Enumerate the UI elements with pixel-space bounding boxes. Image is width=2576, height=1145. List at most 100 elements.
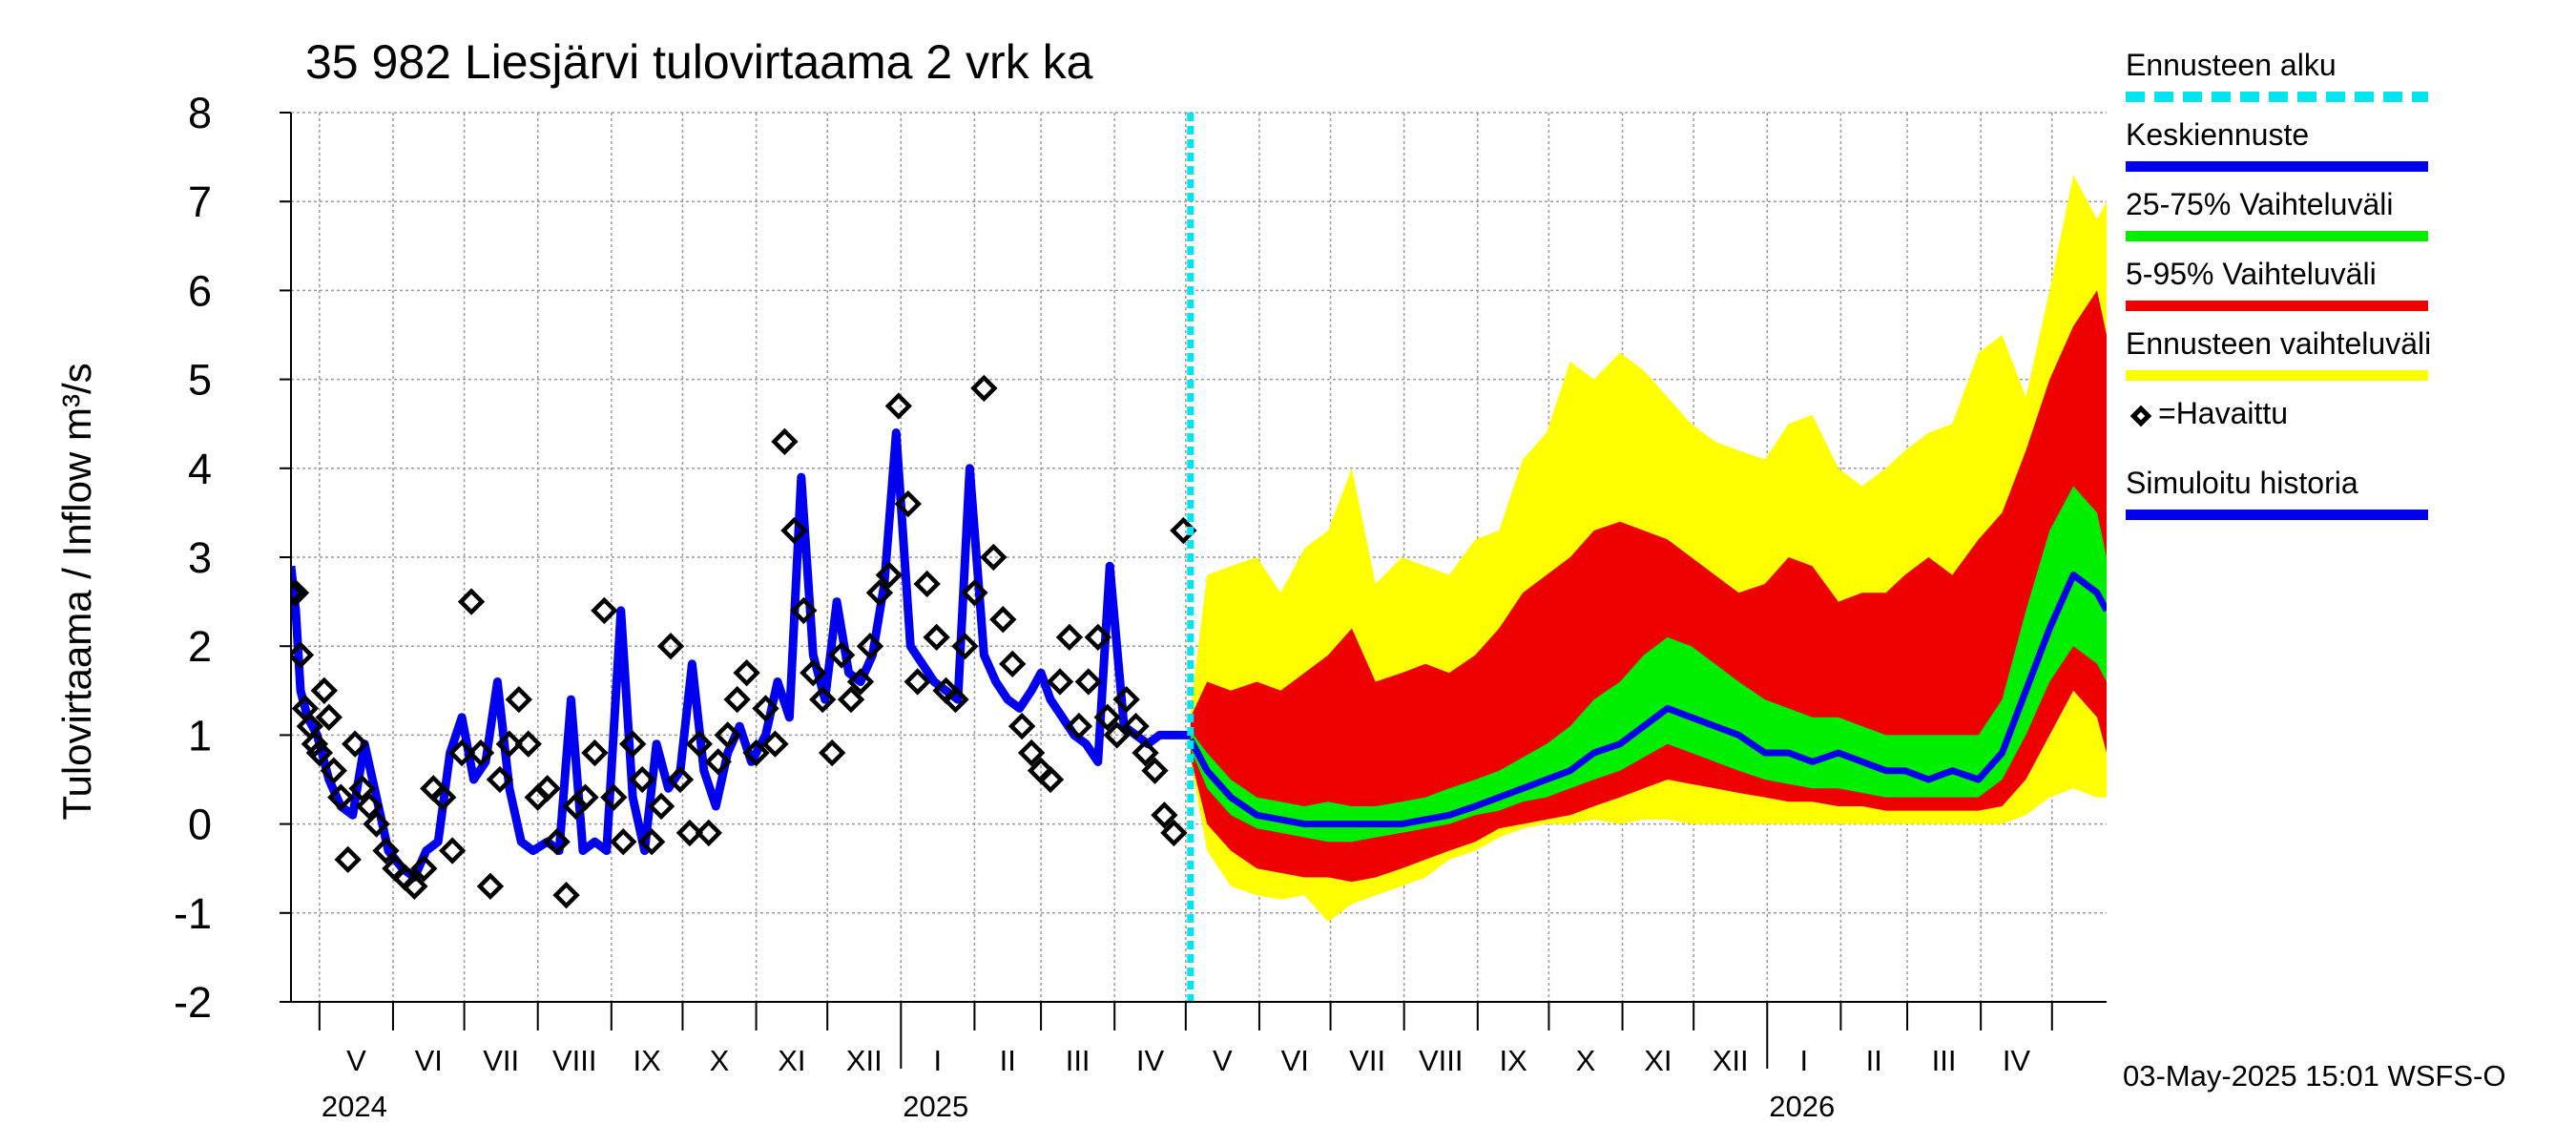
observed-point bbox=[894, 489, 922, 518]
legend-label-forecast-start: Ennusteen alku bbox=[2126, 48, 2337, 82]
legend-item-p25-75: 25-75% Vaihteluväli bbox=[2123, 187, 2438, 257]
x-month-label: VI bbox=[1281, 1044, 1309, 1077]
legend-swatch-p25-75 bbox=[2126, 231, 2428, 241]
x-month-label: X bbox=[710, 1044, 730, 1077]
x-month-label: XII bbox=[1713, 1044, 1749, 1077]
x-month-label: V bbox=[346, 1044, 366, 1077]
observed-point bbox=[761, 730, 789, 758]
y-tick-label: 7 bbox=[188, 177, 212, 226]
observed-point bbox=[1055, 623, 1084, 652]
observed-point bbox=[1008, 712, 1036, 740]
x-month-label: VII bbox=[1349, 1044, 1385, 1077]
observed-point bbox=[771, 427, 799, 456]
observed-point bbox=[315, 703, 343, 731]
observed-point bbox=[904, 668, 931, 696]
diamond-icon bbox=[2129, 405, 2152, 427]
legend-label-simulated: Simuloitu historia bbox=[2126, 466, 2358, 500]
observed-point bbox=[1122, 712, 1150, 740]
observed-point bbox=[291, 579, 305, 607]
observed-point bbox=[619, 730, 647, 758]
observed-point bbox=[372, 837, 400, 864]
x-year-label: 2026 bbox=[1769, 1090, 1835, 1123]
x-month-label: IX bbox=[633, 1044, 661, 1077]
plot-content bbox=[291, 175, 2107, 923]
observed-point bbox=[884, 392, 913, 420]
x-month-label: VII bbox=[483, 1044, 519, 1077]
observed-point bbox=[800, 658, 827, 687]
legend-label-forecast-range: Ennusteen vaihteluväli bbox=[2126, 326, 2432, 361]
observed-point bbox=[429, 783, 457, 811]
x-month-label: I bbox=[934, 1044, 943, 1077]
observed-point bbox=[341, 730, 369, 758]
observed-point bbox=[486, 765, 514, 794]
observed-point bbox=[656, 633, 685, 660]
observed-point bbox=[704, 748, 732, 776]
observed-point bbox=[1084, 623, 1111, 652]
y-axis-label: Tulovirtaama / Inflow m³/s bbox=[54, 363, 99, 820]
x-month-label: XII bbox=[846, 1044, 883, 1077]
observed-point bbox=[591, 596, 618, 625]
observed-point bbox=[1017, 739, 1046, 767]
observed-point bbox=[1103, 721, 1131, 749]
observed-point bbox=[827, 641, 856, 669]
observed-point bbox=[970, 374, 998, 403]
x-month-label: III bbox=[1932, 1044, 1957, 1077]
x-month-label: IX bbox=[1499, 1044, 1527, 1077]
observed-point bbox=[951, 633, 979, 660]
y-tick-label: 3 bbox=[188, 533, 212, 582]
legend-label-p5-95: 5-95% Vaihteluväli bbox=[2126, 257, 2377, 291]
forecast-p25-75-band bbox=[1190, 486, 2107, 843]
legend-label-p25-75: 25-75% Vaihteluväli bbox=[2126, 187, 2394, 221]
observed-point bbox=[1141, 757, 1169, 784]
observed-point bbox=[457, 588, 486, 615]
observed-point bbox=[467, 739, 495, 767]
legend-label-observed: =Havaittu bbox=[2158, 396, 2289, 430]
observed-point bbox=[647, 792, 675, 821]
observed-point bbox=[320, 757, 347, 784]
observed-point bbox=[1036, 765, 1065, 794]
observed-point bbox=[305, 739, 334, 767]
x-month-label: XI bbox=[778, 1044, 805, 1077]
y-tick-label: -2 bbox=[174, 978, 212, 1027]
chart-title: 35 982 Liesjärvi tulovirtaama 2 vrk ka bbox=[305, 35, 1093, 89]
legend-item-observed: =Havaittu bbox=[2123, 396, 2438, 466]
observed-point bbox=[600, 783, 628, 811]
observed-point bbox=[666, 765, 695, 794]
legend-swatch-median bbox=[2126, 161, 2428, 172]
observed-point bbox=[1151, 802, 1178, 829]
x-month-label: IV bbox=[1136, 1044, 1165, 1077]
observed-point bbox=[1065, 712, 1093, 740]
observed-point bbox=[628, 765, 656, 794]
observed-point bbox=[733, 658, 760, 687]
observed-point bbox=[742, 739, 770, 767]
x-month-label: VI bbox=[415, 1044, 443, 1077]
x-month-label: I bbox=[1800, 1044, 1809, 1077]
observed-point bbox=[552, 881, 580, 909]
observed-point bbox=[980, 543, 1008, 572]
legend-swatch-forecast-start bbox=[2126, 92, 2428, 102]
observed-point bbox=[856, 633, 884, 660]
observed-point bbox=[1160, 819, 1188, 847]
observed-point bbox=[818, 739, 846, 767]
legend-item-p5-95: 5-95% Vaihteluväli bbox=[2123, 257, 2438, 326]
observed-point bbox=[291, 579, 310, 607]
x-month-label: III bbox=[1066, 1044, 1091, 1077]
x-month-label: IV bbox=[2003, 1044, 2031, 1077]
observed-point bbox=[301, 730, 329, 758]
observed-point bbox=[447, 739, 476, 767]
observed-point bbox=[543, 828, 571, 856]
legend-item-forecast-range: Ennusteen vaihteluväli bbox=[2123, 326, 2438, 396]
observed-point bbox=[410, 855, 438, 883]
observed-point bbox=[533, 775, 561, 802]
x-month-label: VIII bbox=[552, 1044, 597, 1077]
observed-point bbox=[1074, 668, 1103, 696]
observed-point bbox=[913, 570, 941, 598]
observed-point bbox=[1093, 703, 1121, 731]
observed-point bbox=[1132, 739, 1159, 767]
x-month-label: VIII bbox=[1419, 1044, 1464, 1077]
observed-point bbox=[438, 837, 467, 864]
observed-point bbox=[695, 819, 722, 847]
observed-point bbox=[865, 579, 894, 607]
